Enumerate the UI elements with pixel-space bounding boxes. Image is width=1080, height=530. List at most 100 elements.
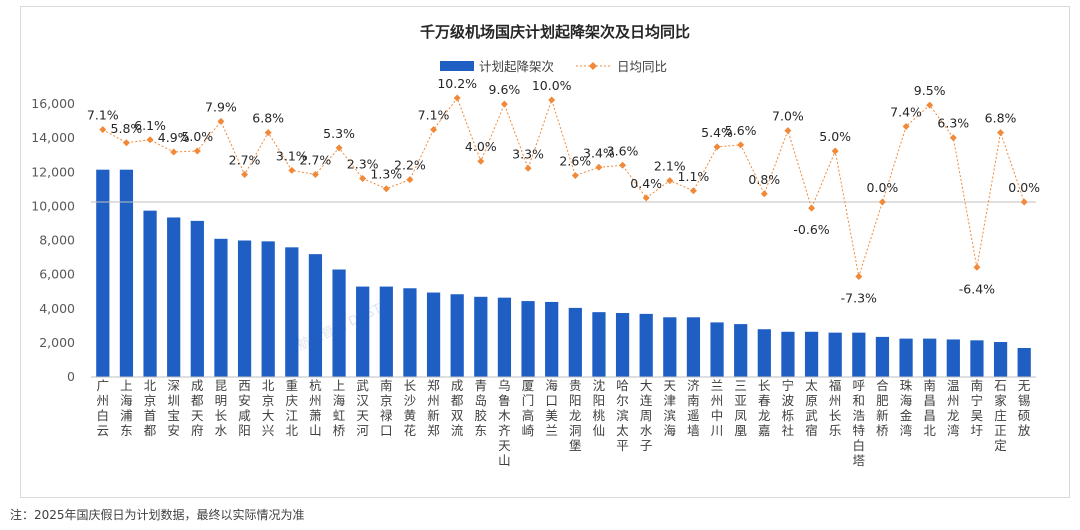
bar [237, 240, 252, 377]
pct-label: 0.8% [748, 172, 780, 187]
category-label: 福州长乐 [829, 378, 842, 438]
category-label: 石家庄正定 [994, 378, 1007, 453]
y-tick-label: 0 [67, 369, 75, 384]
chart: 千万级机场国庆计划起降架次及日均同比 计划起降架次 日均同比 航班管家 DAST… [31, 23, 1040, 468]
y-tick-label: 10,000 [31, 198, 75, 213]
category-label: 厦门高崎 [522, 378, 535, 438]
bar [379, 286, 393, 377]
category-label: 南京禄口 [380, 378, 393, 438]
line-point [713, 143, 721, 151]
bar [261, 241, 275, 377]
category-label: 无锡硕放 [1018, 378, 1031, 438]
line-point [382, 185, 390, 193]
category-label: 贵阳龙洞堡 [569, 378, 582, 453]
category-label: 上海浦东 [120, 378, 133, 438]
pct-label: 7.1% [87, 108, 119, 123]
line-point [430, 126, 438, 134]
pct-label: 5.3% [323, 126, 355, 141]
pct-label: -7.3% [841, 290, 877, 305]
line-point [500, 100, 508, 108]
bar [734, 324, 748, 377]
pct-label: 10.2% [437, 76, 477, 91]
chart-title: 千万级机场国庆计划起降架次及日均同比 [420, 23, 690, 41]
bar [757, 329, 771, 377]
bar [615, 313, 630, 377]
category-label: 武汉天河 [356, 378, 369, 438]
line-point [359, 175, 367, 182]
bar [592, 312, 606, 377]
category-label: 济南遥墙 [687, 378, 700, 438]
line-point [973, 263, 981, 271]
bar [143, 210, 157, 377]
line-point [595, 163, 603, 171]
line-point [997, 129, 1005, 137]
pct-label: 0.0% [1008, 180, 1040, 195]
category-label: 长春龙嘉 [758, 378, 771, 438]
category-label: 深圳宝安 [167, 378, 180, 438]
pct-labels: 7.1%5.8%6.1%4.9%5.0%7.9%2.7%6.8%3.1%2.7%… [87, 76, 1040, 305]
line-point [926, 101, 934, 109]
bar [545, 301, 559, 377]
line-point [146, 136, 154, 144]
category-label: 沈阳桃仙 [593, 378, 606, 438]
category-label: 青岛胶东 [475, 378, 488, 438]
y-tick-label: 2,000 [39, 335, 75, 350]
line-point [335, 144, 343, 152]
bar [167, 217, 181, 377]
pct-label: 2.7% [300, 152, 332, 167]
pct-label: 2.2% [394, 158, 426, 173]
bar [828, 332, 842, 377]
bar [852, 332, 866, 377]
bar [96, 169, 110, 377]
category-label: 宁波栎社 [782, 378, 795, 438]
pct-label: 6.3% [937, 116, 969, 131]
bar [356, 286, 370, 377]
pct-label: 4.0% [465, 139, 497, 154]
bar [332, 269, 346, 377]
line-point [619, 161, 627, 169]
bar [308, 254, 323, 377]
bar [781, 331, 795, 377]
bar [190, 220, 204, 377]
pct-label: 7.9% [205, 99, 237, 114]
line-point [217, 117, 225, 125]
legend-line-label: 日均同比 [617, 59, 667, 74]
y-axis: 0 2,000 4,000 6,000 8,000 10,000 12,000 14,000 1… [31, 96, 75, 384]
category-label: 呼和浩特白塔 [853, 378, 866, 468]
legend-bar-label: 计划起降架次 [479, 59, 554, 74]
category-label: 北京首都 [144, 378, 157, 438]
category-label: 杭州萧山 [309, 378, 322, 438]
category-label: 海口美兰 [545, 378, 558, 438]
pct-label: -6.4% [959, 281, 995, 296]
pct-label: 5.4% [701, 125, 733, 140]
bar [450, 294, 464, 377]
line-point [477, 157, 485, 165]
pct-label: 3.1% [276, 148, 308, 163]
line-point [808, 204, 816, 212]
pct-label: 2.6% [559, 153, 591, 168]
bar [119, 169, 134, 377]
pct-label: 2.1% [654, 159, 686, 174]
pct-label: 5.8% [111, 121, 143, 136]
category-label: 珠海金湾 [900, 378, 913, 438]
pct-label: 3.4% [583, 145, 615, 160]
bar [946, 339, 960, 377]
category-label: 北京大兴 [262, 378, 275, 438]
line-point [548, 96, 556, 104]
category-label: 成都双流 [451, 378, 464, 438]
line-point [784, 127, 792, 135]
category-label: 哈尔滨太平 [616, 378, 629, 453]
category-label: 兰州中川 [711, 378, 724, 438]
category-label: 乌鲁木齐天山 [498, 378, 511, 468]
pct-label: 6.8% [252, 111, 284, 126]
pct-label: 0.0% [867, 180, 899, 195]
category-label: 太原武宿 [805, 378, 818, 438]
bar [285, 247, 299, 377]
line-point [524, 164, 532, 172]
pct-label: 7.0% [772, 109, 804, 124]
line-point [902, 123, 910, 130]
bar [568, 307, 582, 377]
category-label: 重庆江北 [286, 378, 299, 438]
pct-label: 9.5% [914, 83, 946, 98]
category-label: 广州白云 [97, 378, 110, 438]
